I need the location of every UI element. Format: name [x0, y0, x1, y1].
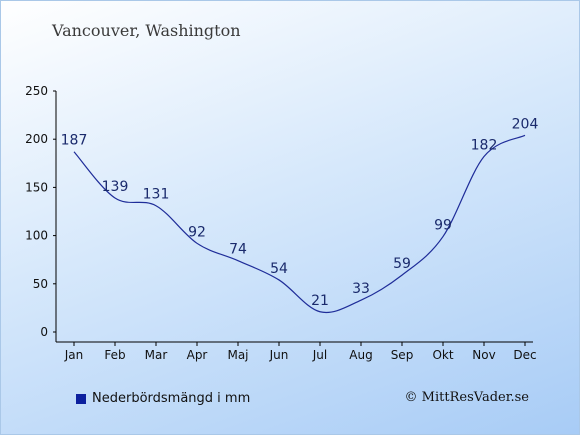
data-label: 21 — [311, 293, 329, 309]
data-label: 92 — [188, 224, 206, 240]
data-label: 74 — [229, 242, 247, 258]
x-tick-label: Jul — [312, 348, 327, 362]
chart-title: Vancouver, Washington — [52, 21, 241, 40]
data-label: 139 — [102, 179, 129, 195]
data-label: 54 — [270, 261, 288, 277]
data-labels: 187 139 131 92 74 54 21 33 59 99 182 204 — [61, 116, 539, 308]
x-tick-label: Maj — [227, 348, 248, 362]
y-tick-label: 100 — [25, 229, 48, 243]
y-tick-label: 50 — [33, 277, 48, 291]
data-label: 59 — [393, 256, 411, 272]
x-tick-label: Feb — [104, 348, 125, 362]
data-label: 182 — [471, 138, 498, 154]
y-tick-label: 0 — [40, 325, 48, 339]
x-tick-label: Okt — [432, 348, 453, 362]
axes: 0 50 100 150 200 250 Jan Feb Mar Apr Maj Jun Jul Aug S… — [25, 84, 537, 362]
series-line — [73, 134, 526, 314]
data-label: 187 — [61, 133, 88, 149]
x-tick-label: Dec — [513, 348, 536, 362]
y-tick-label: 250 — [25, 84, 48, 98]
x-tick-label: Sep — [391, 348, 414, 362]
legend-label: Nederbördsmängd i mm — [92, 391, 251, 406]
x-tick-label: Jun — [269, 348, 289, 362]
credit-text: © MittResVader.se — [404, 390, 529, 405]
x-tick-label: Jan — [64, 348, 84, 362]
data-label: 33 — [352, 281, 370, 297]
data-label: 131 — [143, 187, 170, 203]
x-tick-label: Aug — [349, 348, 372, 362]
legend-swatch — [76, 393, 86, 404]
x-tick-label: Mar — [145, 348, 168, 362]
y-tick-label: 150 — [25, 180, 48, 194]
x-tick-label: Nov — [472, 348, 495, 362]
data-label: 204 — [512, 116, 539, 132]
legend: Nederbördsmängd i mm — [76, 391, 250, 406]
x-tick-label: Apr — [187, 348, 208, 362]
y-tick-label: 200 — [25, 132, 48, 146]
series-layer — [73, 134, 526, 314]
data-label: 99 — [434, 218, 452, 234]
